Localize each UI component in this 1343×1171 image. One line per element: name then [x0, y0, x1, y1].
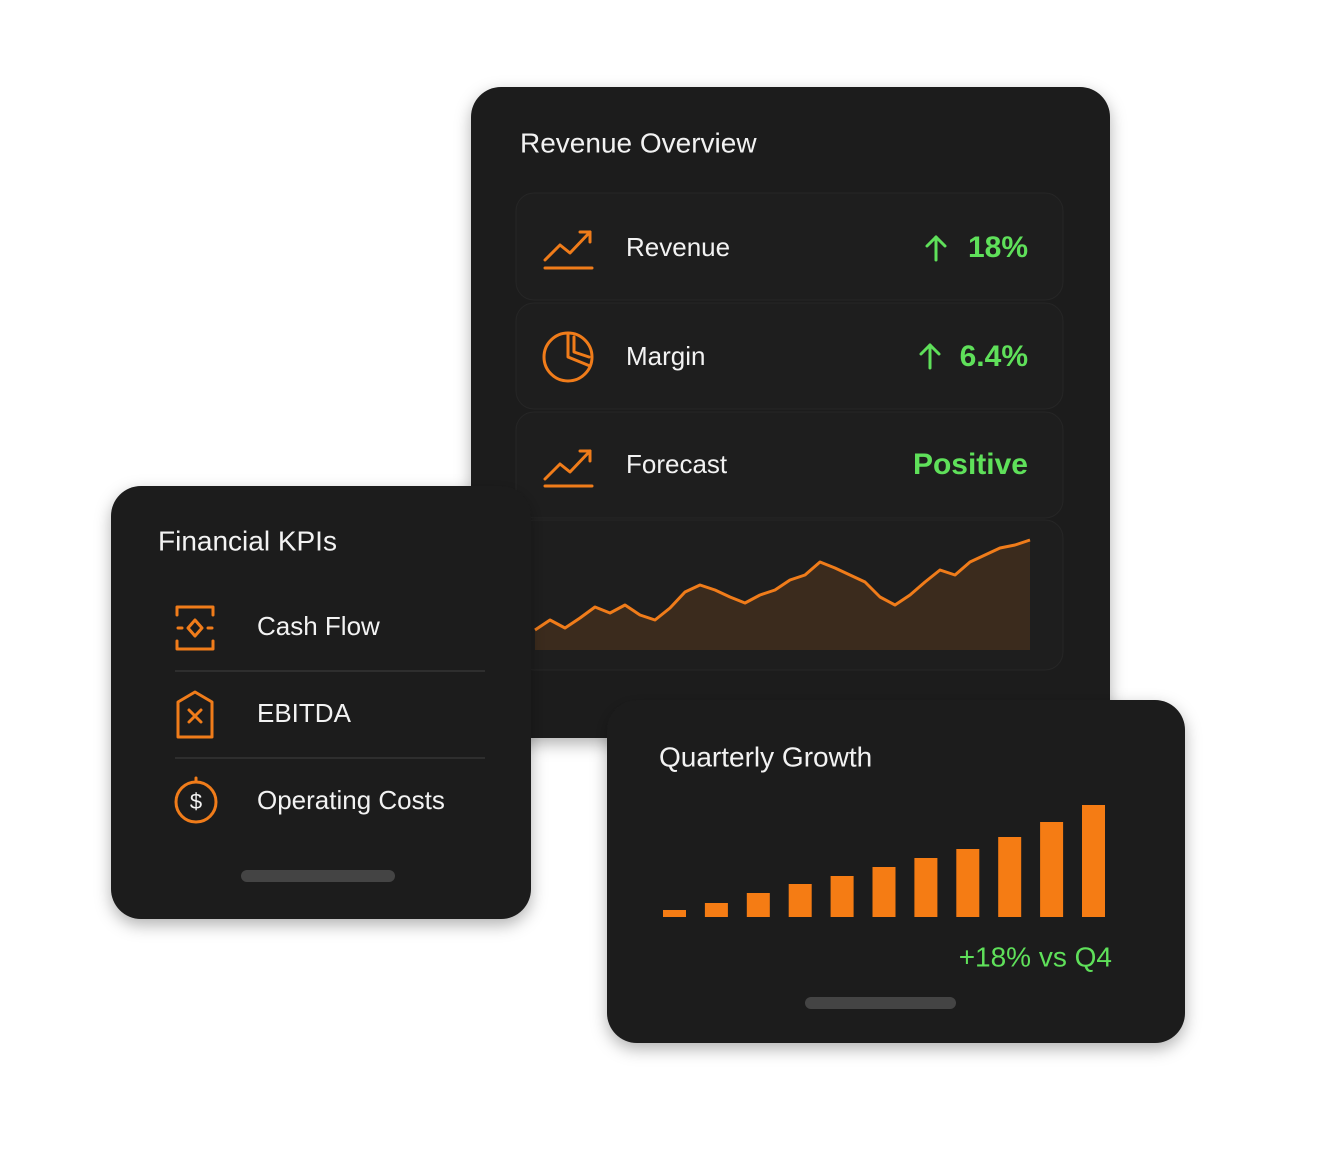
- item-label: Operating Costs: [257, 785, 445, 815]
- up-arrow: [919, 343, 941, 370]
- trend-icon: [543, 449, 594, 488]
- row-label: Forecast: [626, 449, 728, 479]
- bar: [1082, 805, 1105, 917]
- row: [515, 192, 1064, 301]
- row-label: Revenue: [626, 232, 730, 262]
- trend-icon: [543, 230, 594, 270]
- row-value: 18%: [968, 231, 1028, 264]
- row: [515, 302, 1064, 410]
- bar: [788, 884, 812, 917]
- bar: [746, 893, 770, 917]
- card: [111, 486, 531, 919]
- ebitda-icon: [176, 690, 214, 739]
- row-value: Positive: [913, 448, 1028, 481]
- item-label: Cash Flow: [257, 611, 380, 641]
- bar: [956, 849, 980, 917]
- card-title: Financial KPIs: [158, 525, 337, 556]
- costs-icon: $: [174, 776, 218, 824]
- revenue-card: Revenue Overview Revenue Margin Forecast…: [471, 87, 1110, 738]
- item-label: EBITDA: [257, 698, 352, 728]
- handle: [241, 870, 395, 882]
- cashflow-icon: [175, 605, 215, 651]
- bar: [1040, 822, 1064, 917]
- growth-card: Quarterly Growth +18% vs Q4: [607, 700, 1185, 1043]
- row-value: 6.4%: [960, 340, 1028, 373]
- up-arrow: [925, 235, 947, 262]
- row: [515, 411, 1064, 519]
- card: [607, 700, 1185, 1043]
- bar: [830, 876, 854, 917]
- svg-text:$: $: [190, 789, 202, 814]
- card-title: Quarterly Growth: [659, 741, 872, 772]
- bar: [663, 910, 686, 917]
- bar: [998, 837, 1022, 917]
- pie-icon: [542, 331, 594, 383]
- handle: [805, 997, 956, 1009]
- growth-note: +18% vs Q4: [959, 941, 1112, 972]
- kpi-card: Financial KPIs $ Cash Flow EBITDA Operat…: [111, 486, 531, 919]
- bar: [914, 858, 938, 917]
- area: [535, 540, 1030, 650]
- bar: [872, 867, 896, 917]
- card-title: Revenue Overview: [520, 127, 757, 158]
- line: [534, 538, 1031, 632]
- row-label: Margin: [626, 341, 705, 371]
- bar: [704, 903, 728, 917]
